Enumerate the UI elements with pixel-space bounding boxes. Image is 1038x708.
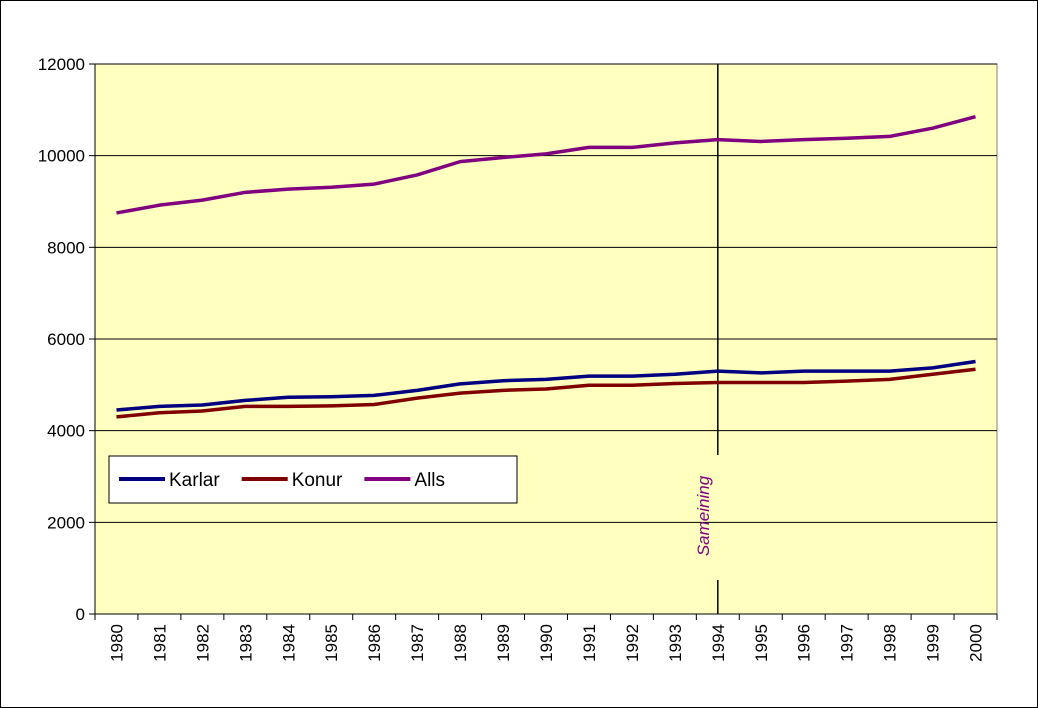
x-tick-label: 1983 [236, 624, 255, 662]
y-tick-label: 2000 [47, 513, 85, 532]
y-tick-label: 6000 [47, 330, 85, 349]
legend-label: Alls [414, 470, 445, 491]
y-tick-label: 8000 [47, 238, 85, 257]
x-tick-label: 2000 [967, 624, 986, 662]
x-tick-label: 1994 [709, 624, 728, 662]
x-tick-label: 1981 [150, 624, 169, 662]
series-line [116, 359, 976, 412]
x-tick-label: 1999 [924, 624, 943, 662]
y-tick-label: 4000 [47, 422, 85, 441]
x-tick-label: 1985 [322, 624, 341, 662]
x-tick-label: 1989 [494, 624, 513, 662]
x-tick-label: 1998 [881, 624, 900, 662]
y-tick-label: 10000 [38, 147, 85, 166]
x-tick-label: 1982 [193, 624, 212, 662]
x-tick-label: 1990 [537, 624, 556, 662]
series-line [116, 367, 976, 419]
x-tick-label: 1992 [623, 624, 642, 662]
annotation-text: Sameining [694, 475, 713, 556]
x-tick-label: 1995 [752, 624, 771, 662]
series-line [116, 115, 976, 215]
legend-label: Karlar [169, 470, 220, 491]
x-tick-label: 1996 [795, 624, 814, 662]
x-tick-label: 1993 [666, 624, 685, 662]
x-tick-label: 1987 [408, 624, 427, 662]
x-tick-label: 1984 [279, 624, 298, 662]
y-tick-label: 12000 [38, 55, 85, 74]
x-tick-label: 1991 [580, 624, 599, 662]
x-tick-label: 1997 [838, 624, 857, 662]
legend-label: Konur [292, 470, 343, 491]
x-tick-label: 1986 [365, 624, 384, 662]
x-tick-label: 1980 [107, 624, 126, 662]
y-tick-label: 0 [76, 605, 85, 624]
x-tick-label: 1988 [451, 624, 470, 662]
legend-box [108, 455, 518, 504]
